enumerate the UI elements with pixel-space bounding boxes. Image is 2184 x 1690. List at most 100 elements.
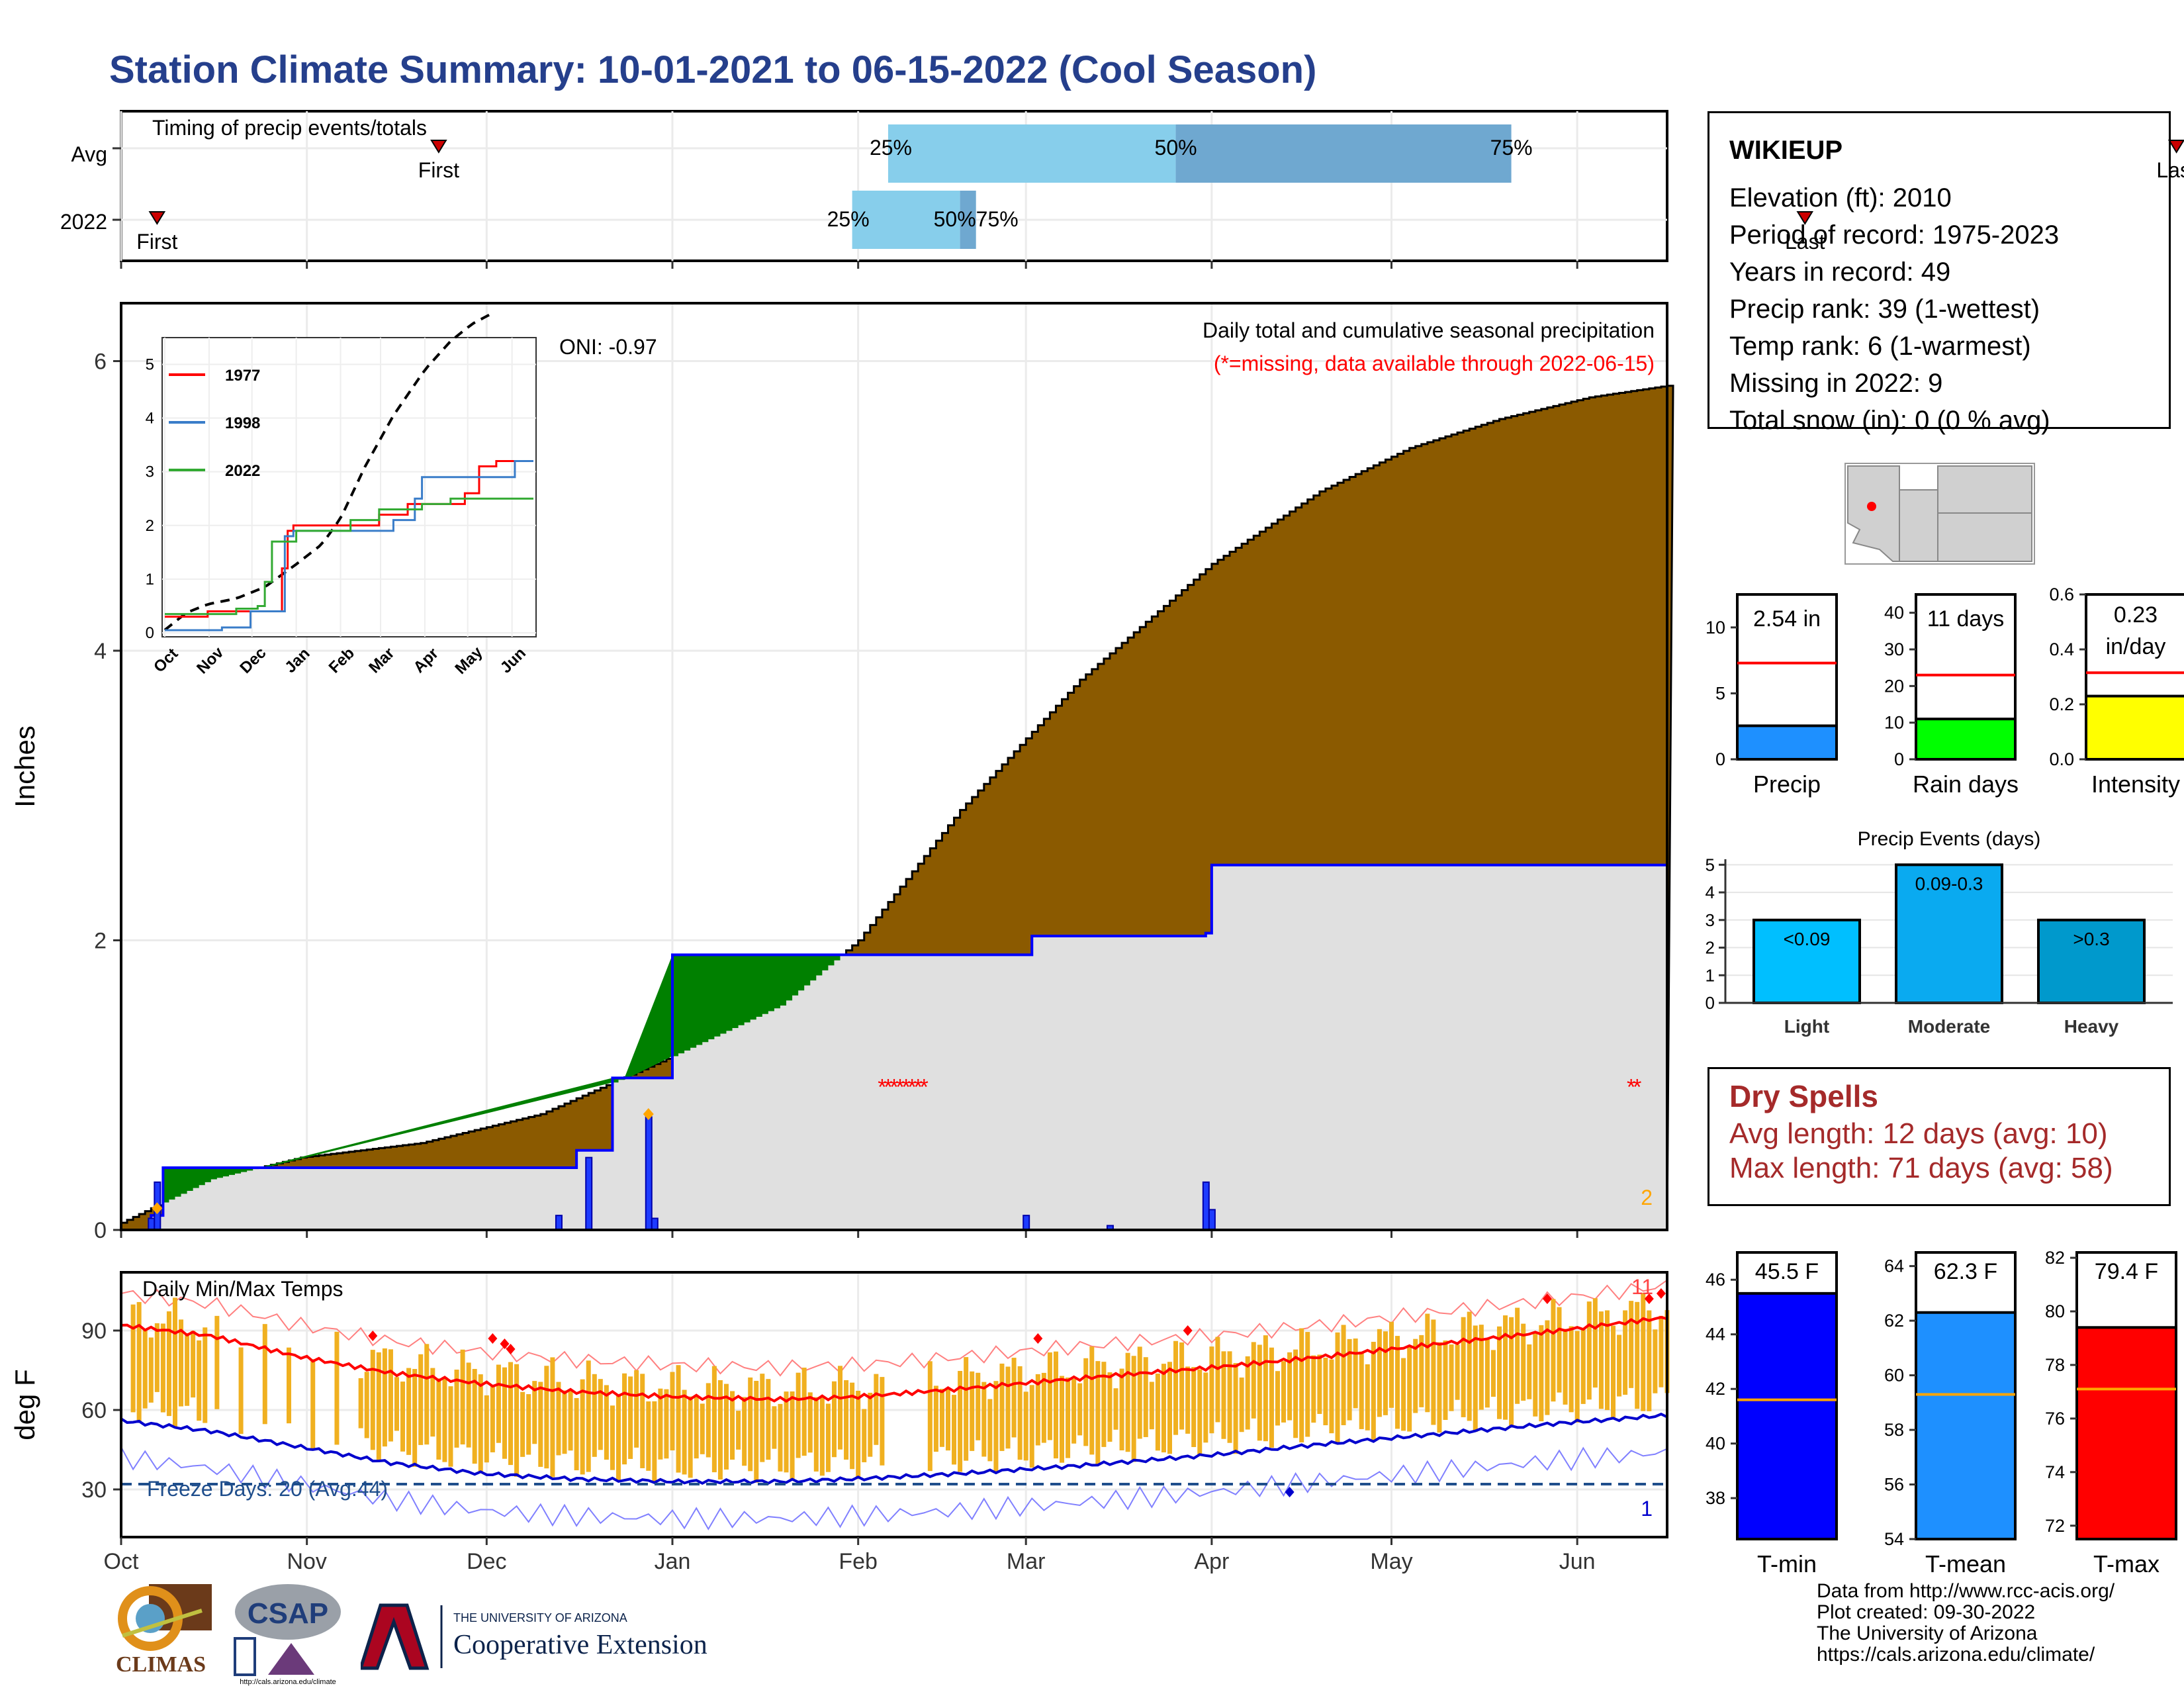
- timing-row-2022: 2022: [60, 210, 107, 234]
- daily-temp-bar: [172, 1297, 177, 1429]
- credit-url: https://cals.arizona.edu/climate/: [1817, 1644, 2095, 1666]
- temp-panel: 30 60 90 Daily Min/Max Temps Freeze Days: …: [9, 1271, 1670, 1574]
- summary-bar-value: 11 days: [1927, 606, 2005, 632]
- daily-temp-bar: [430, 1368, 435, 1437]
- summary-bar-tick-label: 0.6: [2049, 585, 2074, 604]
- events-bar: [1752, 918, 1861, 1005]
- daily-temp-bar: [862, 1409, 867, 1462]
- daily-temp-bar: [1413, 1338, 1418, 1413]
- events-ytick-label: 2: [1706, 938, 1715, 958]
- temp-y-axis-title: deg F: [9, 1369, 40, 1440]
- daily-temp-bar: [1005, 1366, 1011, 1449]
- daily-temp-bar: [880, 1377, 885, 1466]
- daily-temp-bar: [1490, 1350, 1496, 1397]
- timing-2022-last-marker: [1796, 211, 1814, 225]
- daily-temp-bar: [1496, 1326, 1502, 1419]
- daily-temp-bar: [1209, 1346, 1214, 1434]
- daily-temp-bar: [1467, 1311, 1472, 1421]
- daily-temp-bar: [682, 1389, 687, 1475]
- temp-bar-tick-label: 42: [1706, 1379, 1725, 1399]
- dry-spells-max: Max length: 71 days (avg: 58): [1729, 1152, 2113, 1184]
- daily-temp-bar: [1335, 1332, 1340, 1444]
- events-bar-label: 0.09-0.3: [1915, 873, 1983, 894]
- csap-logo-url: http://cals.arizona.edu/climate: [240, 1678, 336, 1686]
- inset-frame: [161, 337, 537, 637]
- summary-bar-value: 2.54 in: [1753, 606, 1821, 632]
- daily-temp-bar: [1461, 1317, 1466, 1417]
- missing-day-marker: *: [908, 1074, 917, 1100]
- missing-day-marker: *: [878, 1074, 886, 1100]
- summary-bar-tick-label: 5: [1715, 683, 1725, 703]
- timing-2022-first-marker: [148, 211, 166, 225]
- daily-temp-bar: [999, 1363, 1005, 1451]
- daily-temp-bar: [1149, 1382, 1154, 1430]
- daily-temp-bar: [1287, 1352, 1293, 1421]
- temp-bar: [1736, 1291, 1838, 1541]
- daily-temp-bar: [1580, 1329, 1586, 1404]
- inset-series-line: [165, 497, 533, 616]
- daily-temp-bar: [838, 1366, 843, 1450]
- temp-bar-tick-label: 54: [1884, 1529, 1904, 1549]
- daily-temp-bar: [987, 1399, 993, 1462]
- temp-bar-label: T-min: [1757, 1550, 1817, 1577]
- temp-ytick-label: 30: [81, 1478, 107, 1503]
- daily-temp-bar: [1611, 1325, 1616, 1420]
- record-high-marker: [368, 1331, 378, 1341]
- events-ytick-label: 3: [1706, 910, 1715, 930]
- daily-temp-bar: [1557, 1307, 1562, 1393]
- daily-temp-bar: [1323, 1358, 1328, 1426]
- daily-temp-bar: [1179, 1342, 1185, 1430]
- daily-temp-bar: [1419, 1335, 1424, 1407]
- daily-temp-bar: [628, 1376, 633, 1459]
- month-tick-label: Oct: [104, 1549, 139, 1574]
- daily-temp-bar: [1574, 1331, 1580, 1423]
- daily-temp-bar: [1527, 1344, 1532, 1399]
- month-tick-label: Feb: [839, 1549, 878, 1574]
- daily-temp-bar: [640, 1374, 645, 1468]
- precip-ytick-label: 2: [94, 929, 107, 954]
- daily-temp-bar: [868, 1392, 873, 1457]
- temp-bar-tick-label: 80: [2045, 1301, 2065, 1321]
- daily-precip-bar: [555, 1215, 563, 1231]
- events-ytick-label: 5: [1706, 855, 1715, 874]
- precip-ytick-label: 4: [94, 639, 107, 664]
- daily-temp-bar: [382, 1348, 387, 1447]
- page-title: Station Climate Summary: 10-01-2021 to 0…: [109, 48, 1317, 91]
- daily-temp-bar: [436, 1378, 441, 1460]
- daily-temp-bar: [142, 1329, 148, 1409]
- timing-avg-bar-light: [887, 124, 1176, 183]
- temp-bar-tick-label: 76: [2045, 1409, 2065, 1429]
- missing-day-marker: *: [920, 1074, 929, 1100]
- credits: Data from http://www.rcc-acis.org/ Plot …: [1817, 1581, 2115, 1666]
- daily-temp-bar: [945, 1389, 950, 1451]
- daily-temp-bar: [544, 1366, 549, 1469]
- precip-corner-count: 2: [1641, 1186, 1653, 1209]
- station-missing: Missing in 2022: 9: [1729, 369, 1943, 398]
- missing-day-marker: *: [914, 1074, 923, 1100]
- station-elevation: Elevation (ft): 2010: [1729, 183, 1952, 212]
- daily-temp-bar: [478, 1374, 483, 1472]
- temp-bar-tick-label: 62: [1884, 1311, 1904, 1331]
- daily-temp-bar: [556, 1382, 561, 1456]
- inset-ytick-label: 1: [146, 571, 154, 588]
- daily-temp-bar: [1449, 1344, 1454, 1411]
- daily-temp-bar: [496, 1364, 501, 1443]
- dry-spells-avg: Avg length: 12 days (avg: 10): [1729, 1117, 2108, 1150]
- daily-temp-bar: [1023, 1391, 1028, 1461]
- daily-temp-bar: [766, 1379, 771, 1460]
- daily-temp-bar: [958, 1370, 963, 1472]
- daily-temp-bar: [970, 1371, 975, 1451]
- daily-temp-bar: [723, 1384, 729, 1470]
- freeze-days-label: Freeze Days: 20 (Avg:44): [147, 1477, 388, 1501]
- daily-temp-bar: [939, 1389, 944, 1447]
- daily-temp-bar: [310, 1359, 316, 1449]
- daily-temp-bar: [1401, 1358, 1406, 1431]
- daily-temp-bar: [1095, 1361, 1101, 1465]
- daily-temp-bar: [1071, 1378, 1077, 1444]
- daily-temp-bar: [484, 1395, 489, 1463]
- daily-temp-bar: [287, 1347, 292, 1424]
- daily-temp-bar: [742, 1397, 747, 1466]
- daily-precip-bar: [148, 1217, 156, 1231]
- daily-temp-bar: [1155, 1373, 1160, 1451]
- daily-temp-bar: [1473, 1325, 1478, 1432]
